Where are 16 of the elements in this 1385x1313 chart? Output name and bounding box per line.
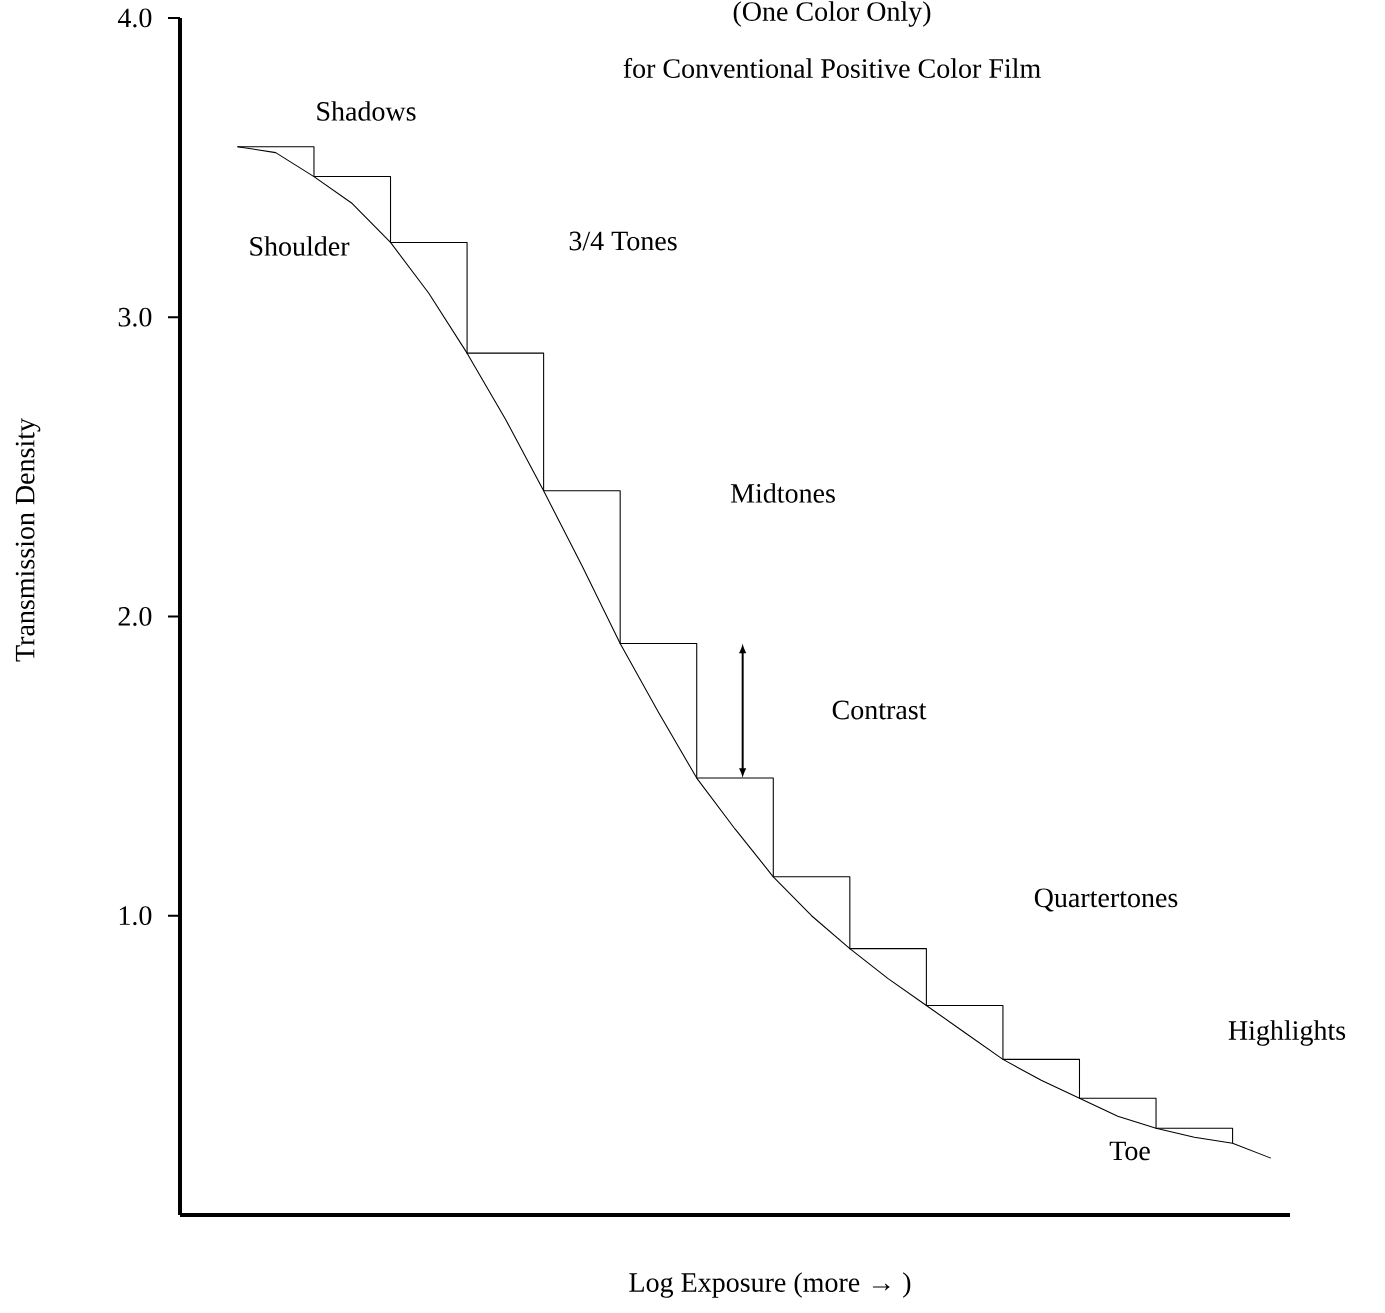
annotation: Shadows (317, 101, 416, 121)
y-tick-label: 4.0 (117, 8, 152, 28)
annotation: Contrast (832, 700, 927, 720)
y-axis-title: Transmission Density (15, 418, 41, 662)
y-tick-label: 2.0 (118, 606, 152, 626)
annotation: Quartertones (1034, 888, 1178, 912)
y-tick-label: 3.0 (118, 307, 152, 327)
annotation: Highlights (1228, 1020, 1346, 1046)
text: for Conventional Positive Color Film (623, 57, 1041, 78)
x-axis-title: Log Exposure (more → ) (629, 1272, 911, 1298)
annotation: 3/4 Tones (569, 231, 677, 251)
chart-title: (One Color Only) (733, 1, 931, 27)
annotation: Midtones (730, 483, 835, 503)
y-tick-label: 1.0 (119, 906, 152, 926)
annotation: Shoulder (250, 236, 350, 256)
annotation: Toe (1109, 1141, 1150, 1161)
